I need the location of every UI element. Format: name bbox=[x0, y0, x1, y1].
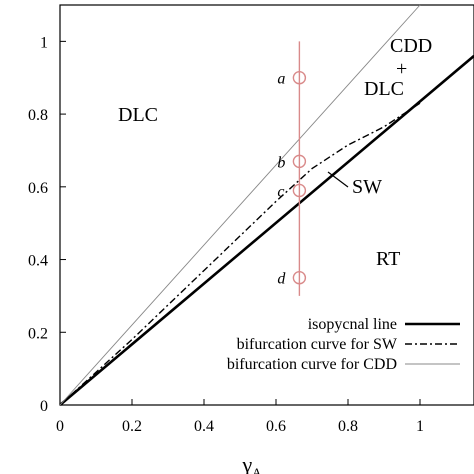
series-layer bbox=[59, 4, 474, 406]
marker-layer: a bc d bbox=[277, 41, 307, 296]
y-tick-label: 0.8 bbox=[28, 107, 48, 124]
x-tick-label: 0.8 bbox=[338, 418, 358, 435]
series-cdd-curve bbox=[59, 4, 421, 406]
point-label-a: a bbox=[277, 71, 285, 88]
x-tick-label: 0 bbox=[56, 418, 64, 435]
x-axis-title-symbol: γ bbox=[241, 452, 252, 474]
ticks-layer: 0 0.2 0.4 0.6 0.8 1 0 0.2 0.4 0.6 0.8 1 bbox=[28, 34, 424, 435]
point-label-b: b bbox=[277, 154, 285, 171]
region-label-dlc: DLC bbox=[118, 104, 158, 126]
point-marker-d bbox=[292, 271, 307, 285]
series-sw-curve bbox=[59, 102, 421, 406]
plot-frame bbox=[59, 4, 474, 406]
point-label-d: d bbox=[277, 271, 286, 288]
x-tick-label: 1 bbox=[416, 418, 424, 435]
region-label-cdd: CDD bbox=[390, 35, 432, 57]
region-label-rt: RT bbox=[376, 248, 400, 270]
region-label-dlc-2: DLC bbox=[364, 78, 404, 100]
sw-pointer-line bbox=[327, 171, 349, 188]
y-tick-label: 1 bbox=[40, 34, 48, 51]
x-axis-title: γA bbox=[241, 452, 262, 474]
legend-label-isopycnal: isopycnal line bbox=[308, 316, 397, 333]
legend-label-cdd-curve: bifurcation curve for CDD bbox=[227, 356, 397, 373]
point-label-c: c bbox=[277, 183, 284, 200]
point-marker-c bbox=[292, 183, 307, 198]
x-axis-title-subscript: A bbox=[252, 465, 262, 474]
x-tick-label: 0.2 bbox=[122, 418, 142, 435]
y-tick-label: 0.6 bbox=[28, 180, 48, 197]
y-tick-label: 0.4 bbox=[28, 253, 48, 270]
y-tick-label: 0.2 bbox=[28, 325, 48, 342]
y-tick-label: 0 bbox=[40, 398, 48, 415]
legend: isopycnal line bifurcation curve for SW … bbox=[227, 316, 460, 373]
point-marker-b bbox=[292, 154, 307, 169]
region-label-plus: + bbox=[396, 58, 407, 80]
point-marker-a bbox=[292, 71, 307, 85]
x-tick-label: 0.4 bbox=[194, 418, 214, 435]
legend-label-sw-curve: bifurcation curve for SW bbox=[237, 336, 398, 353]
region-label-sw: SW bbox=[352, 176, 382, 198]
x-tick-label: 0.6 bbox=[266, 418, 286, 435]
series-isopycnal-line bbox=[59, 54, 474, 406]
